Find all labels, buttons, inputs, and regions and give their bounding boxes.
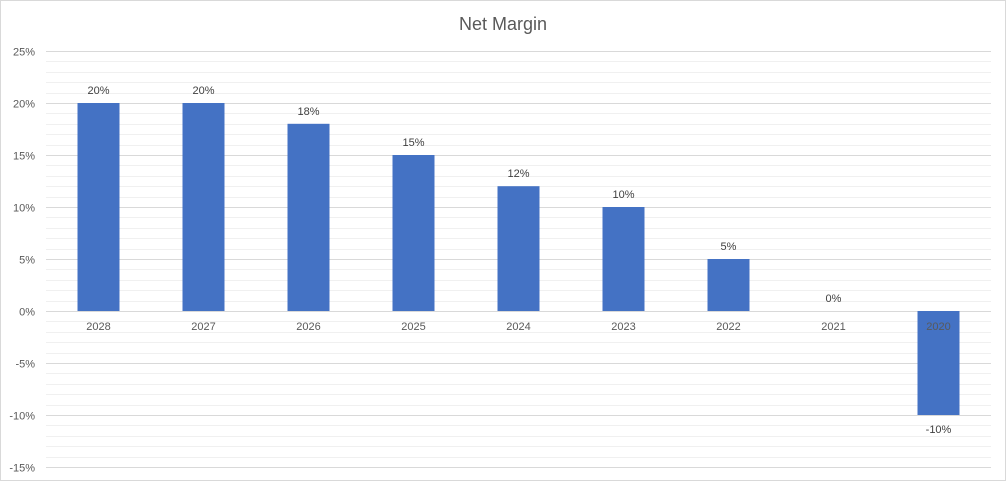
x-tick-label: 2026 [296,321,320,333]
y-tick-label: 15% [13,151,35,163]
chart-title: Net Margin [459,14,547,34]
y-axis: 25% 20% 15% 10% 5% 0% -5% -10% -15% [9,47,35,475]
x-tick-label: 2028 [86,321,110,333]
bar [77,103,120,311]
x-tick-label: 2021 [821,321,845,333]
bar [392,155,435,311]
x-tick-label: 2024 [506,321,530,333]
bar [707,259,750,311]
y-tick-label: -15% [9,463,35,475]
x-tick-label: 2027 [191,321,215,333]
bar [602,207,645,311]
x-axis: 2028 2027 2026 2025 2024 2023 2022 2021 2020 [86,321,950,333]
y-tick-label: 20% [13,99,35,111]
bar [917,311,960,415]
data-label: -10% [926,424,952,436]
y-tick-label: 10% [13,203,35,215]
y-tick-label: 0% [19,307,35,319]
y-tick-label: -5% [15,359,35,371]
data-labels: 20% 20% 18% 15% 12% 10% 5% 0% -10% [87,85,951,436]
data-label: 20% [192,85,214,97]
x-tick-label: 2023 [611,321,635,333]
data-label: 0% [826,293,842,305]
y-tick-label: 25% [13,47,35,59]
data-label: 15% [402,137,424,149]
data-label: 20% [87,85,109,97]
data-label: 5% [721,241,737,253]
data-label: 12% [507,168,529,180]
x-tick-label: 2025 [401,321,425,333]
y-tick-label: -10% [9,411,35,423]
bar [287,123,330,311]
bar-series [77,103,960,415]
y-tick-label: 5% [19,255,35,267]
bar [182,103,225,311]
x-tick-label: 2022 [716,321,740,333]
data-label: 10% [612,189,634,201]
data-label: 18% [297,106,319,118]
x-tick-label: 2020 [926,321,950,333]
bar [497,186,540,311]
